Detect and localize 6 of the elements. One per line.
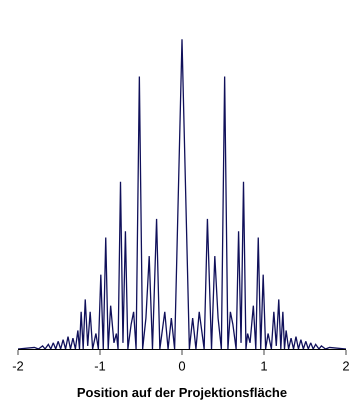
x-tick-label: 0 [178, 358, 186, 374]
x-tick-label: 1 [260, 358, 268, 374]
x-tick-label: -2 [12, 358, 24, 374]
x-tick-label: 2 [342, 358, 350, 374]
x-tick-label: -1 [94, 358, 106, 374]
x-axis-title: Position auf der Projektionsfläche [76, 385, 288, 400]
